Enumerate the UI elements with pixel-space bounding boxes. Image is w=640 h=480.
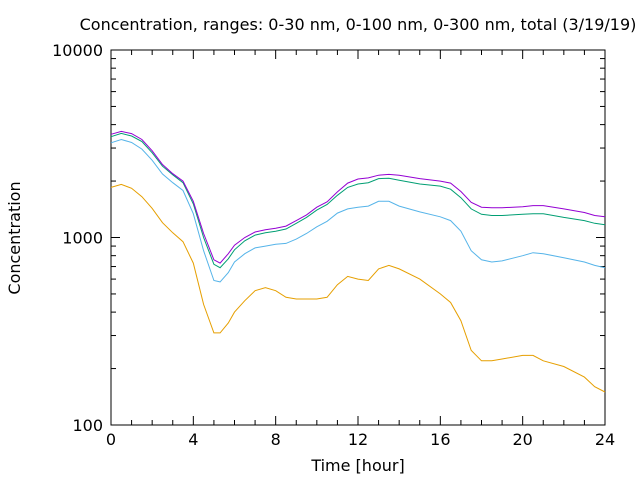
series-line-2 — [110, 132, 606, 269]
series-line-3 — [110, 138, 606, 283]
x-tick-label: 20 — [512, 430, 532, 449]
x-tick-label: 12 — [348, 430, 368, 449]
axis-ticks — [110, 49, 606, 426]
x-tick-label: 16 — [430, 430, 450, 449]
x-tick-label: 24 — [595, 430, 615, 449]
tick-labels: 0 4 8 12 16 20 24 100 1000 10000 — [52, 41, 615, 449]
x-tick-label: 8 — [271, 430, 281, 449]
x-axis-label: Time [hour] — [310, 456, 404, 475]
y-tick-label: 10000 — [52, 41, 103, 60]
series-line-4 — [110, 183, 606, 393]
y-tick-label: 100 — [72, 416, 103, 435]
x-tick-label: 4 — [188, 430, 198, 449]
x-tick-label: 0 — [106, 430, 116, 449]
series-line-1 — [110, 130, 606, 264]
plot-frame — [110, 49, 606, 426]
y-tick-label: 1000 — [62, 229, 103, 248]
chart-title: Concentration, ranges: 0-30 nm, 0-100 nm… — [80, 15, 637, 34]
y-axis-label: Concentration — [5, 181, 24, 294]
series-layer — [110, 130, 606, 393]
